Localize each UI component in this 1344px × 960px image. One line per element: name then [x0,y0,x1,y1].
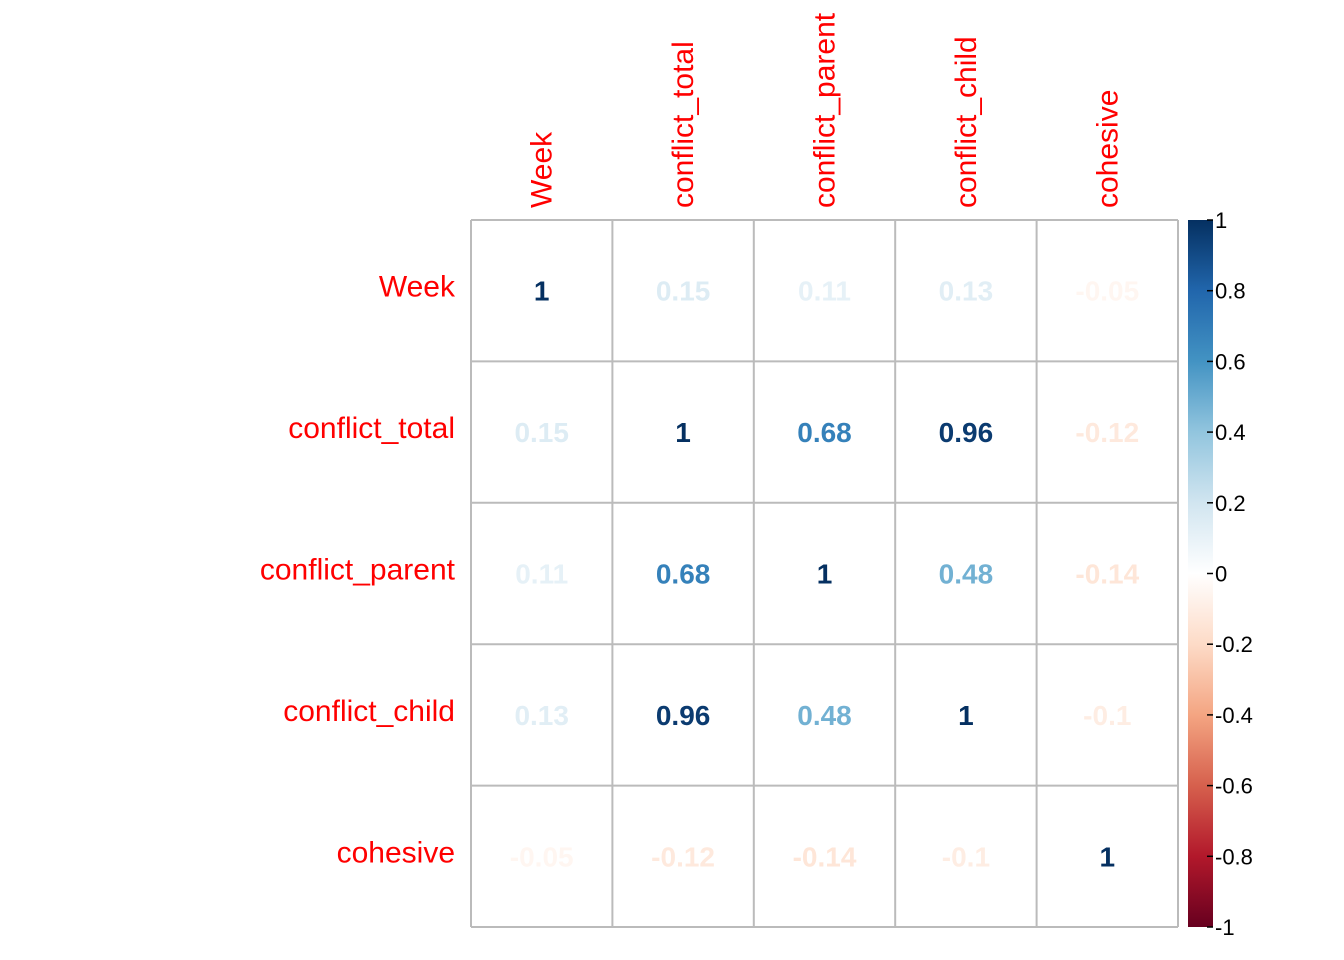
cell-values: 1 0.15 0.11 0.13 -0.05 0.15 1 0.68 0.96 -0.12 0.11… [510,276,1140,873]
cell-value: 1 [958,700,974,731]
column-label: cohesive [1091,90,1124,208]
colorbar-tick-label: -1 [1215,915,1235,940]
cell-value: -0.1 [942,841,990,872]
cell-value: 1 [534,276,550,307]
cell-value: 0.15 [656,276,711,307]
column-label: conflict_child [950,36,983,208]
cell-value: 0.11 [798,276,851,307]
colorbar: 1 0.8 0.6 0.4 0.2 0 -0.2 -0.4 -0.6 -0.8 -1 [1188,208,1253,940]
row-label: conflict_total [288,412,455,445]
cell-value: -0.14 [1075,559,1139,590]
cell-value: 0.11 [515,559,568,590]
colorbar-tick-label: 0 [1215,562,1227,587]
cell-value: 0.13 [514,700,569,731]
cell-value: -0.05 [1075,276,1139,307]
column-label: conflict_total [667,41,700,208]
cell-value: 1 [817,559,833,590]
cell-value: -0.1 [1083,700,1131,731]
colorbar-tick-label: 0.2 [1215,491,1246,516]
cell-value: 0.48 [797,700,852,731]
cell-value: 0.68 [797,417,852,448]
row-label: cohesive [337,836,455,869]
colorbar-tick-label: -0.6 [1215,774,1253,799]
matrix-grid [470,219,1179,928]
colorbar-tick-label: -0.8 [1215,844,1253,869]
colorbar-tick-label: -0.4 [1215,703,1253,728]
row-label: conflict_parent [260,554,456,587]
cell-value: 0.68 [656,559,711,590]
cell-value: 0.48 [939,559,994,590]
cell-value: -0.12 [651,841,715,872]
cell-value: 0.96 [939,417,994,448]
column-label: conflict_parent [809,12,842,208]
colorbar-tick-label: 0.8 [1215,279,1246,304]
row-labels: Week conflict_total conflict_parentconflic… [260,271,456,870]
cell-value: -0.14 [793,841,857,872]
colorbar-tick-label: -0.2 [1215,632,1253,657]
row-label: Week [379,271,456,304]
column-label: Week [526,131,559,208]
cell-value: 1 [675,417,691,448]
colorbar-tick-label: 1 [1215,208,1227,233]
column-labels: Week conflict_total conflict_parent conflic… [526,12,1125,208]
cell-value: -0.05 [510,841,574,872]
row-label: conflict_child [283,695,455,728]
cell-value: 0.15 [514,417,569,448]
cell-value: 1 [1100,841,1116,872]
colorbar-tick-label: 0.4 [1215,420,1246,445]
cell-value: 0.13 [939,276,994,307]
cell-value: -0.12 [1075,417,1139,448]
colorbar-tick-label: 0.6 [1215,349,1246,374]
cell-value: 0.96 [656,700,711,731]
